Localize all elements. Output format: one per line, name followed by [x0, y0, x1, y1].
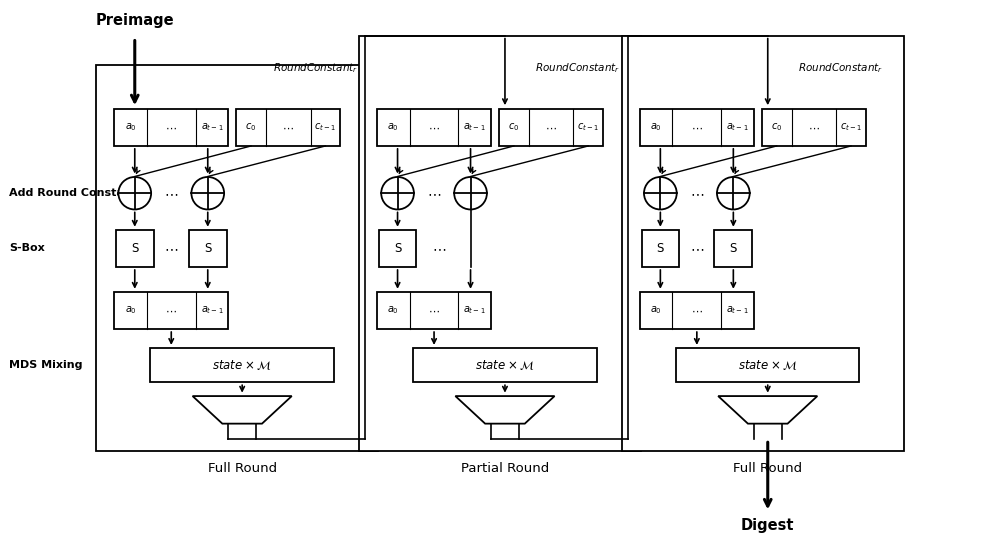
Text: $\cdots$: $\cdots$	[164, 186, 178, 200]
Polygon shape	[193, 396, 292, 424]
Text: $\cdots$: $\cdots$	[691, 122, 703, 132]
Text: $\cdots$: $\cdots$	[427, 186, 441, 200]
Text: $a_0$: $a_0$	[650, 121, 662, 133]
Text: $c_0$: $c_0$	[245, 121, 257, 133]
Text: MDS Mixing: MDS Mixing	[9, 360, 83, 370]
Bar	[762, 109, 866, 146]
Text: Digest: Digest	[741, 518, 795, 533]
Text: $state \times \mathcal{M}$: $state \times \mathcal{M}$	[475, 358, 535, 372]
Text: $\cdots$: $\cdots$	[164, 242, 178, 255]
Bar	[377, 292, 491, 329]
Text: $\cdots$: $\cdots$	[808, 122, 820, 132]
Text: $\cdots$: $\cdots$	[432, 242, 446, 255]
Text: S: S	[730, 242, 737, 255]
Bar	[622, 36, 904, 451]
Text: S: S	[131, 242, 138, 255]
Text: Add Round Constants: Add Round Constants	[9, 188, 144, 198]
Text: $a_0$: $a_0$	[387, 305, 399, 316]
Text: $a_{t-1}$: $a_{t-1}$	[201, 305, 223, 316]
Text: $\cdots$: $\cdots$	[690, 242, 704, 255]
Text: $\cdots$: $\cdots$	[165, 305, 177, 316]
Text: $\cdots$: $\cdots$	[165, 122, 177, 132]
Text: $a_{t-1}$: $a_{t-1}$	[463, 305, 486, 316]
Circle shape	[454, 177, 487, 209]
Text: $\cdots$: $\cdots$	[282, 122, 294, 132]
Text: $a_{t-1}$: $a_{t-1}$	[726, 121, 749, 133]
Bar	[640, 109, 754, 146]
Bar	[359, 36, 641, 451]
Text: $\cdots$: $\cdots$	[690, 186, 704, 200]
Bar	[150, 348, 334, 382]
Bar	[499, 109, 603, 146]
Text: $state \times \mathcal{M}$: $state \times \mathcal{M}$	[212, 358, 272, 372]
Text: $c_{t-1}$: $c_{t-1}$	[314, 121, 336, 133]
Text: $a_0$: $a_0$	[125, 305, 136, 316]
Bar	[676, 348, 859, 382]
Text: S: S	[394, 242, 401, 255]
Polygon shape	[455, 396, 555, 424]
Text: $a_{t-1}$: $a_{t-1}$	[726, 305, 749, 316]
Text: S: S	[204, 242, 211, 255]
Text: $a_{t-1}$: $a_{t-1}$	[201, 121, 223, 133]
Bar	[640, 292, 754, 329]
Text: $\cdots$: $\cdots$	[545, 122, 557, 132]
Text: $a_0$: $a_0$	[650, 305, 662, 316]
Text: $a_{t-1}$: $a_{t-1}$	[463, 121, 486, 133]
Text: $\mathit{RoundConstant_r}$: $\mathit{RoundConstant_r}$	[798, 61, 884, 75]
Bar	[236, 109, 340, 146]
Text: $c_{t-1}$: $c_{t-1}$	[577, 121, 599, 133]
Text: S: S	[657, 242, 664, 255]
Bar	[116, 230, 154, 267]
Text: $c_0$: $c_0$	[771, 121, 782, 133]
Bar	[189, 230, 227, 267]
Text: $\cdots$: $\cdots$	[428, 122, 440, 132]
Text: $a_0$: $a_0$	[125, 121, 136, 133]
Text: $a_0$: $a_0$	[387, 121, 399, 133]
Text: $c_{t-1}$: $c_{t-1}$	[840, 121, 862, 133]
Bar	[114, 109, 228, 146]
Bar	[114, 292, 228, 329]
Polygon shape	[718, 396, 817, 424]
Text: Full Round: Full Round	[208, 462, 277, 475]
Text: Full Round: Full Round	[733, 462, 802, 475]
Bar	[642, 230, 679, 267]
Text: $c_0$: $c_0$	[508, 121, 520, 133]
Text: $\mathit{RoundConstant_r}$: $\mathit{RoundConstant_r}$	[535, 61, 621, 75]
Text: $\cdots$: $\cdots$	[691, 305, 703, 316]
Text: $\cdots$: $\cdots$	[428, 305, 440, 316]
Circle shape	[717, 177, 750, 209]
Circle shape	[644, 177, 677, 209]
Bar	[96, 65, 378, 451]
Text: $state \times \mathcal{M}$: $state \times \mathcal{M}$	[738, 358, 797, 372]
Text: Partial Round: Partial Round	[461, 462, 549, 475]
Text: S-Box: S-Box	[9, 243, 45, 254]
Bar	[714, 230, 752, 267]
Circle shape	[381, 177, 414, 209]
Text: Preimage: Preimage	[95, 13, 174, 28]
Circle shape	[118, 177, 151, 209]
Bar	[413, 348, 597, 382]
Circle shape	[191, 177, 224, 209]
Bar	[377, 109, 491, 146]
Bar	[379, 230, 416, 267]
Text: $\mathit{RoundConstant_r}$: $\mathit{RoundConstant_r}$	[273, 61, 358, 75]
